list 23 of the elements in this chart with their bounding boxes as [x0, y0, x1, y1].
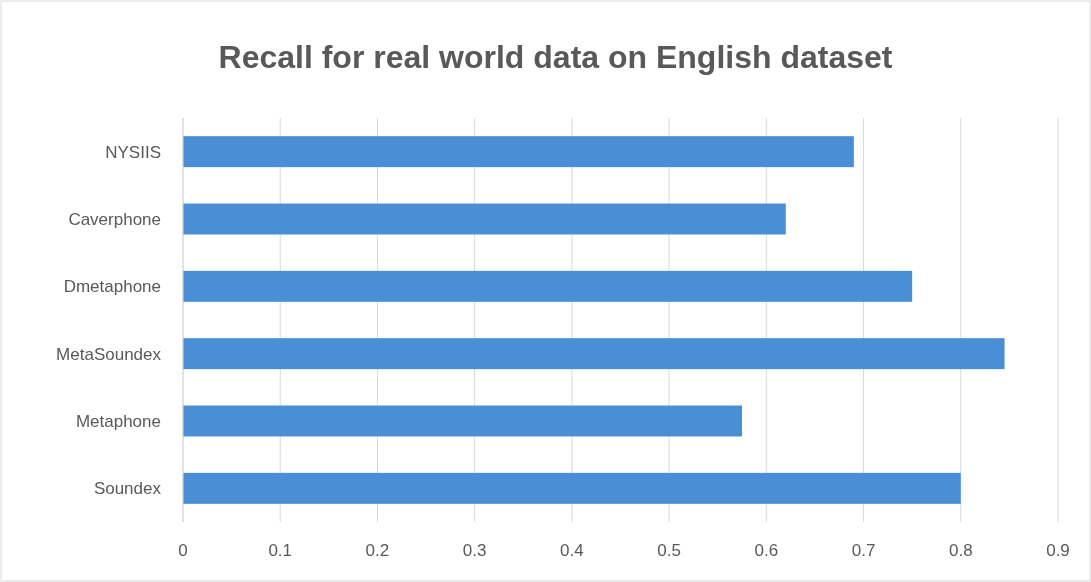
x-tick-label: 0.6 — [754, 541, 779, 560]
y-tick-label: Caverphone — [68, 209, 161, 229]
y-tick-label: MetaSoundex — [56, 344, 162, 364]
x-tick-label: 0.5 — [657, 541, 681, 560]
bar — [183, 405, 743, 437]
x-tick-label: 0.7 — [851, 541, 876, 560]
y-tick-label: Dmetaphone — [63, 277, 161, 297]
bar — [183, 203, 786, 235]
bar — [183, 472, 961, 504]
x-tick-label: 0.2 — [365, 541, 390, 560]
x-tick-label: 0.8 — [948, 541, 973, 560]
y-tick-label: NYSIIS — [105, 142, 161, 162]
x-tick-label: 0.1 — [268, 541, 293, 560]
bar — [183, 338, 1005, 370]
chart-title: Recall for real world data on English dataset — [218, 39, 893, 75]
x-tick-label: 0.3 — [462, 541, 487, 560]
bar — [183, 136, 854, 168]
y-tick-label: Metaphone — [75, 411, 161, 431]
y-tick-label: Soundex — [93, 479, 162, 499]
x-tick-label: 0 — [178, 541, 188, 560]
bar — [183, 270, 913, 302]
x-tick-label: 0.4 — [560, 541, 584, 560]
x-tick-label: 0.9 — [1046, 541, 1070, 560]
